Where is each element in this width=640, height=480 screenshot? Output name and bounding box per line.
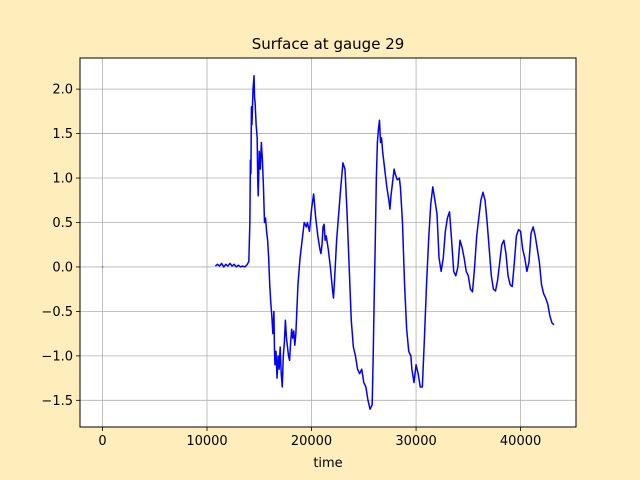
x-axis-label: time (313, 456, 342, 471)
y-tick-label: 0.5 (52, 216, 73, 231)
x-tick-label: 20000 (291, 434, 332, 449)
tick-layer: 0 10000 20000 30000 40000 −1.5 −1.0 −0.5 0.0 0.5 1… (41, 83, 541, 449)
series-line (214, 75, 555, 410)
chart-title: Surface at gauge 29 (252, 35, 405, 53)
y-tick-label: 1.0 (52, 172, 73, 187)
gridlines (80, 58, 576, 427)
x-tick-label: 40000 (500, 434, 541, 449)
y-tick-label: −1.0 (41, 349, 73, 364)
series-layer (102, 75, 555, 410)
x-tick-label: 30000 (395, 434, 436, 449)
x-tick-label: 10000 (186, 434, 227, 449)
y-tick-label: 0.0 (52, 260, 73, 275)
y-tick-label: 2.0 (52, 83, 73, 98)
y-tick-label: −1.5 (41, 394, 73, 409)
x-tick-label: 0 (98, 434, 106, 449)
y-tick-label: 1.5 (52, 127, 73, 142)
plot-area (80, 58, 576, 427)
plot-frame (79, 57, 577, 428)
y-tick-label: −0.5 (41, 305, 73, 320)
